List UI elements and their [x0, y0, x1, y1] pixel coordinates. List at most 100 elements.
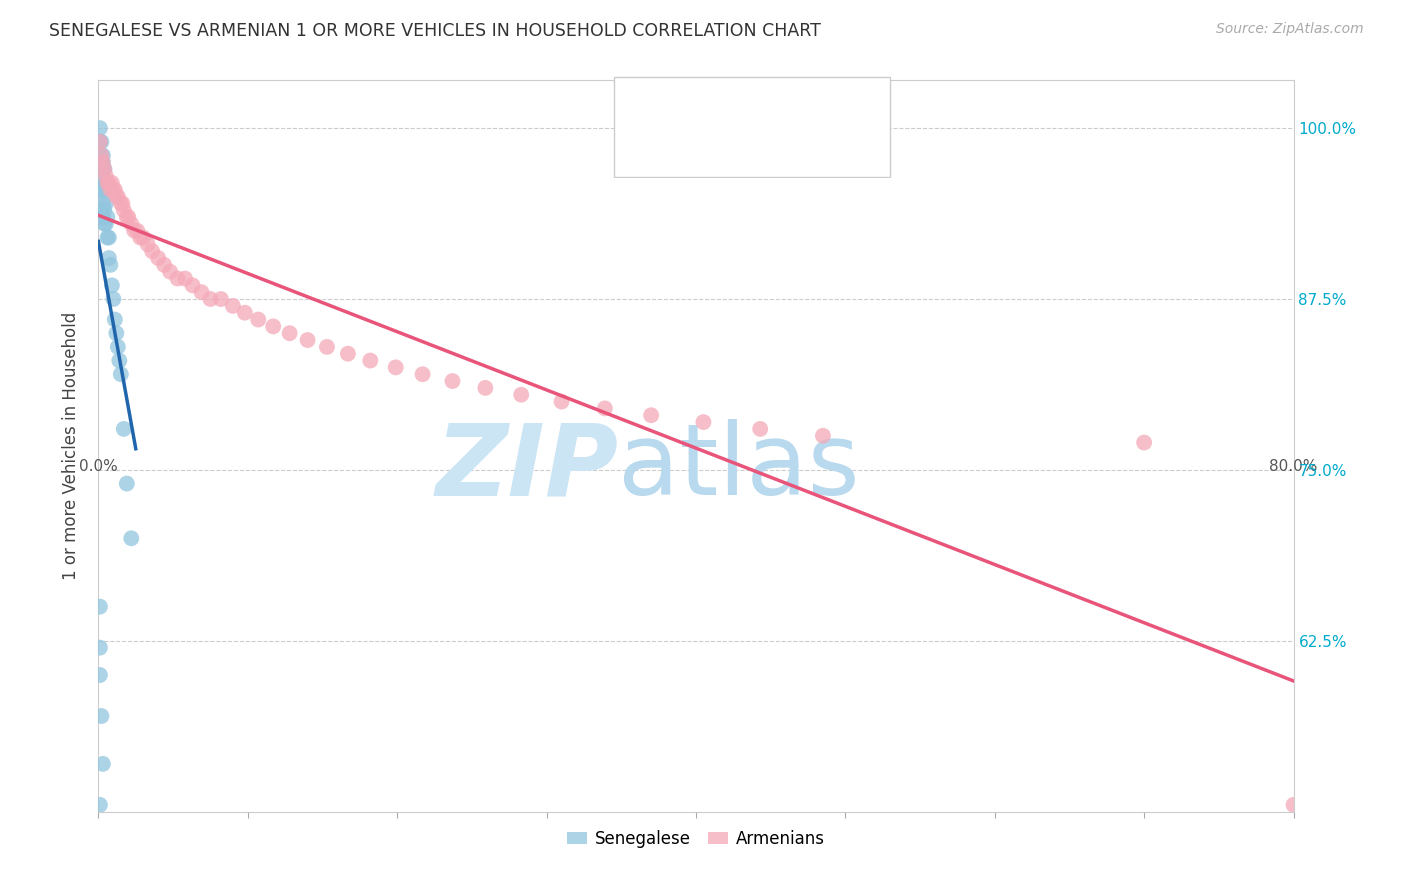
Point: [89, 183, 111, 197]
Point: [90, 135, 112, 149]
Point: [200, 292, 222, 306]
Point: [103, 292, 125, 306]
Point: [90, 709, 112, 723]
Point: [550, 394, 572, 409]
Point: [153, 258, 176, 272]
FancyBboxPatch shape: [614, 77, 890, 178]
Point: [90, 155, 112, 169]
Point: [297, 333, 319, 347]
Point: [93, 183, 115, 197]
Point: [101, 278, 124, 293]
Point: [91, 196, 114, 211]
Point: [91, 183, 114, 197]
Point: [93, 162, 115, 177]
Text: 80.0%: 80.0%: [1270, 459, 1317, 475]
Point: [749, 422, 772, 436]
Point: [97, 230, 120, 244]
Point: [120, 531, 142, 545]
Text: ZIP: ZIP: [436, 419, 619, 516]
Point: [94, 217, 117, 231]
Point: [181, 278, 204, 293]
Point: [89, 797, 111, 812]
Point: [96, 210, 118, 224]
Point: [132, 230, 155, 244]
Point: [124, 224, 146, 238]
Point: [115, 476, 138, 491]
Bar: [623, 89, 685, 120]
Point: [111, 196, 134, 211]
Point: [91, 169, 114, 183]
Point: [107, 340, 129, 354]
Point: [97, 176, 120, 190]
Point: [97, 251, 120, 265]
Point: [190, 285, 212, 300]
Point: [89, 121, 111, 136]
Point: [174, 271, 197, 285]
Point: [129, 230, 152, 244]
Point: [105, 326, 128, 341]
Point: [811, 429, 834, 443]
Point: [91, 210, 114, 224]
Point: [89, 155, 111, 169]
Point: [209, 292, 232, 306]
Point: [94, 176, 117, 190]
Point: [89, 135, 111, 149]
Point: [593, 401, 616, 416]
Text: Source: ZipAtlas.com: Source: ZipAtlas.com: [1216, 22, 1364, 37]
Point: [222, 299, 245, 313]
Point: [136, 237, 159, 252]
Point: [93, 217, 115, 231]
Point: [104, 183, 127, 197]
Text: R =   0.356   N = 52: R = 0.356 N = 52: [699, 97, 891, 112]
Point: [474, 381, 496, 395]
Point: [89, 162, 111, 177]
Point: [98, 183, 122, 197]
Point: [105, 189, 128, 203]
Point: [93, 162, 115, 177]
Point: [640, 409, 662, 423]
Y-axis label: 1 or more Vehicles in Household: 1 or more Vehicles in Household: [62, 312, 80, 580]
Point: [108, 353, 131, 368]
Point: [1282, 797, 1305, 812]
Point: [90, 148, 112, 162]
Point: [510, 388, 533, 402]
Point: [94, 196, 117, 211]
Point: [90, 176, 112, 190]
Point: [262, 319, 284, 334]
Point: [93, 203, 115, 218]
Point: [91, 162, 114, 177]
Point: [91, 155, 114, 169]
Point: [141, 244, 163, 259]
Point: [89, 599, 111, 614]
Point: [316, 340, 339, 354]
Point: [96, 230, 118, 244]
Point: [91, 148, 114, 162]
Point: [120, 217, 142, 231]
Point: [117, 210, 139, 224]
Point: [107, 189, 129, 203]
Point: [89, 640, 111, 655]
Point: [89, 135, 111, 149]
Point: [115, 210, 138, 224]
Point: [98, 258, 122, 272]
Point: [412, 368, 434, 382]
Legend: Senegalese, Armenians: Senegalese, Armenians: [560, 823, 832, 855]
Point: [91, 756, 114, 771]
Bar: [623, 136, 685, 166]
Point: [441, 374, 464, 388]
Point: [110, 196, 132, 211]
Point: [91, 155, 114, 169]
Text: SENEGALESE VS ARMENIAN 1 OR MORE VEHICLES IN HOUSEHOLD CORRELATION CHART: SENEGALESE VS ARMENIAN 1 OR MORE VEHICLE…: [49, 22, 821, 40]
Point: [166, 271, 188, 285]
Point: [90, 169, 112, 183]
Point: [159, 265, 181, 279]
Point: [148, 251, 170, 265]
Point: [278, 326, 301, 341]
Point: [89, 169, 111, 183]
Point: [89, 668, 111, 682]
Point: [94, 169, 117, 183]
Point: [384, 360, 406, 375]
Point: [110, 368, 132, 382]
Point: [90, 183, 112, 197]
Point: [247, 312, 270, 326]
